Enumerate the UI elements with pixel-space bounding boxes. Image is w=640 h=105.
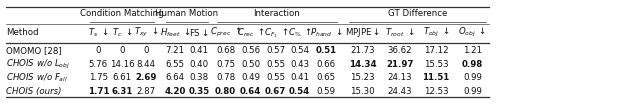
Text: 0.99: 0.99 xyxy=(463,87,482,96)
Text: 6.55: 6.55 xyxy=(165,60,184,69)
Text: $C_{prec}$ $\uparrow$: $C_{prec}$ $\uparrow$ xyxy=(210,26,241,39)
Text: 24.43: 24.43 xyxy=(387,87,412,96)
Text: $O_{obj}$ $\downarrow$: $O_{obj}$ $\downarrow$ xyxy=(458,26,486,39)
Text: CHOIS w/o $F_{all}$: CHOIS w/o $F_{all}$ xyxy=(6,72,68,84)
Text: 11.51: 11.51 xyxy=(422,73,450,82)
Text: 1.21: 1.21 xyxy=(463,46,482,55)
Text: Human Motion: Human Motion xyxy=(156,9,219,18)
Text: 15.23: 15.23 xyxy=(350,73,375,82)
Text: 0.54: 0.54 xyxy=(289,87,310,96)
Text: 0.68: 0.68 xyxy=(216,46,235,55)
Text: $C_{\%}$ $\uparrow$: $C_{\%}$ $\uparrow$ xyxy=(287,27,312,39)
Text: 0.43: 0.43 xyxy=(290,60,309,69)
Text: 0.80: 0.80 xyxy=(215,87,236,96)
Text: 0.41: 0.41 xyxy=(189,46,209,55)
Text: 0.55: 0.55 xyxy=(266,60,285,69)
Text: 0.54: 0.54 xyxy=(290,46,309,55)
Text: OMOMO [28]: OMOMO [28] xyxy=(6,46,62,55)
Text: CHOIS (ours): CHOIS (ours) xyxy=(6,87,62,96)
Text: 0.64: 0.64 xyxy=(240,87,261,96)
Text: 14.16: 14.16 xyxy=(110,60,134,69)
Text: 1.71: 1.71 xyxy=(88,87,109,96)
Text: 0.99: 0.99 xyxy=(463,73,482,82)
Text: 0.75: 0.75 xyxy=(216,60,235,69)
Text: $H_{feet}$ $\downarrow$: $H_{feet}$ $\downarrow$ xyxy=(159,27,190,39)
Text: 0.40: 0.40 xyxy=(189,60,209,69)
Text: 24.13: 24.13 xyxy=(387,73,412,82)
Text: 0.55: 0.55 xyxy=(266,73,285,82)
Text: 0.50: 0.50 xyxy=(241,60,260,69)
Text: 0: 0 xyxy=(120,46,125,55)
Text: 12.53: 12.53 xyxy=(424,87,449,96)
Text: $C_{F_1}$ $\uparrow$: $C_{F_1}$ $\uparrow$ xyxy=(264,26,288,40)
Text: 6.64: 6.64 xyxy=(165,73,184,82)
Text: 6.31: 6.31 xyxy=(111,87,133,96)
Text: 14.34: 14.34 xyxy=(349,60,376,69)
Text: 0.41: 0.41 xyxy=(290,73,309,82)
Text: 15.53: 15.53 xyxy=(424,60,449,69)
Text: 4.20: 4.20 xyxy=(164,87,186,96)
Text: 7.21: 7.21 xyxy=(165,46,184,55)
Text: 0.78: 0.78 xyxy=(216,73,235,82)
Text: 0.57: 0.57 xyxy=(266,46,285,55)
Text: $T_{root}$ $\downarrow$: $T_{root}$ $\downarrow$ xyxy=(385,27,415,39)
Text: Interaction: Interaction xyxy=(253,9,300,18)
Text: 0.59: 0.59 xyxy=(317,87,336,96)
Text: 21.97: 21.97 xyxy=(386,60,413,69)
Text: 0.35: 0.35 xyxy=(189,87,210,96)
Text: 0.49: 0.49 xyxy=(241,73,260,82)
Text: 0.67: 0.67 xyxy=(265,87,287,96)
Text: 8.44: 8.44 xyxy=(136,60,156,69)
Text: MPJPE$\downarrow$: MPJPE$\downarrow$ xyxy=(345,26,380,39)
Text: GT Difference: GT Difference xyxy=(388,9,447,18)
Text: 6.61: 6.61 xyxy=(113,73,132,82)
Text: 17.12: 17.12 xyxy=(424,46,449,55)
Text: 0: 0 xyxy=(95,46,101,55)
Text: 36.62: 36.62 xyxy=(387,46,412,55)
Text: 0.56: 0.56 xyxy=(241,46,260,55)
Text: 21.73: 21.73 xyxy=(350,46,375,55)
Text: $C_{rec}$ $\uparrow$: $C_{rec}$ $\uparrow$ xyxy=(237,27,264,39)
Text: 0: 0 xyxy=(143,46,148,55)
Text: 0.66: 0.66 xyxy=(317,60,336,69)
Text: $T_s$ $\downarrow$: $T_s$ $\downarrow$ xyxy=(88,27,109,39)
Text: $T_{xy}$ $\downarrow$: $T_{xy}$ $\downarrow$ xyxy=(134,26,158,39)
Text: FS$\downarrow$: FS$\downarrow$ xyxy=(189,27,209,38)
Text: 15.30: 15.30 xyxy=(350,87,375,96)
Text: CHOIS w/o $L_{obj}$: CHOIS w/o $L_{obj}$ xyxy=(6,58,70,71)
Text: $T_c$ $\downarrow$: $T_c$ $\downarrow$ xyxy=(112,27,132,39)
Text: Condition Matching: Condition Matching xyxy=(80,9,164,18)
Text: 0.38: 0.38 xyxy=(189,73,209,82)
Text: $T_{obj}$ $\downarrow$: $T_{obj}$ $\downarrow$ xyxy=(423,26,449,39)
Text: $P_{hand}$ $\downarrow$: $P_{hand}$ $\downarrow$ xyxy=(310,27,342,39)
Text: 2.69: 2.69 xyxy=(135,73,157,82)
Text: 0.98: 0.98 xyxy=(462,60,483,69)
Text: 0.51: 0.51 xyxy=(316,46,337,55)
Text: 0.65: 0.65 xyxy=(317,73,336,82)
Text: Method: Method xyxy=(6,28,39,37)
Text: 5.76: 5.76 xyxy=(89,60,108,69)
Text: 2.87: 2.87 xyxy=(136,87,156,96)
Text: 1.75: 1.75 xyxy=(89,73,108,82)
